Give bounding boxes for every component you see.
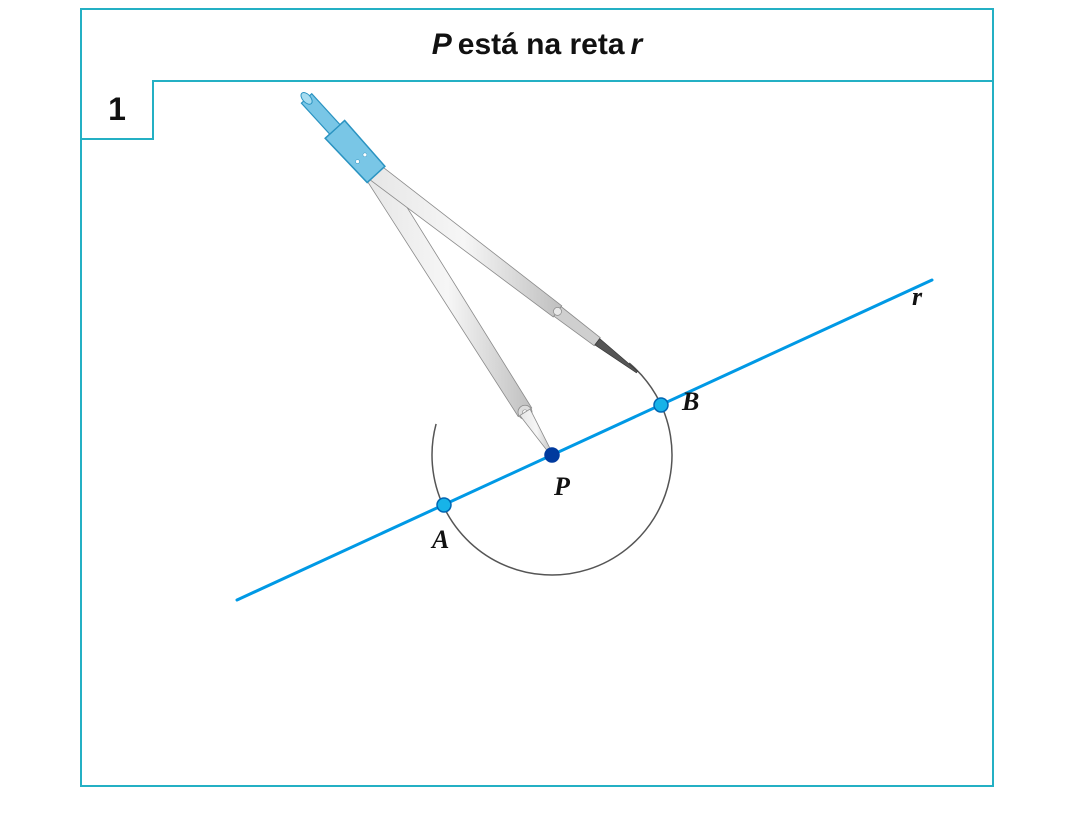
label-B: B bbox=[681, 387, 699, 416]
stage: P está na reta r 1 PABr bbox=[0, 0, 1065, 829]
panel-header: P está na reta r bbox=[82, 10, 992, 82]
header-title-mid: está na reta bbox=[458, 28, 625, 62]
diagram-svg: P A Br bbox=[82, 82, 992, 783]
label-P: P bbox=[553, 472, 571, 501]
construction-arc bbox=[432, 363, 672, 575]
label-r: r bbox=[912, 282, 923, 311]
header-title-P: P bbox=[432, 28, 452, 62]
header-title-r: r bbox=[631, 28, 643, 62]
point-P bbox=[545, 448, 559, 462]
compass-icon bbox=[299, 91, 638, 456]
point-B bbox=[654, 398, 668, 412]
label-A: A bbox=[430, 525, 449, 554]
diagram-area: P A Br bbox=[82, 82, 992, 783]
point-A bbox=[437, 498, 451, 512]
diagram-panel: P está na reta r 1 PABr bbox=[80, 8, 994, 787]
